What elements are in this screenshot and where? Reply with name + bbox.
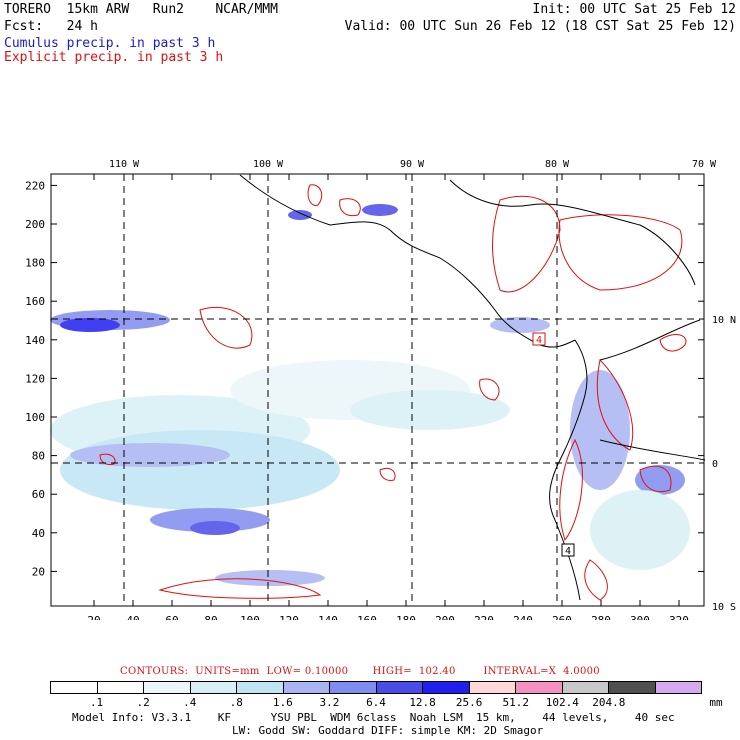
y-tick-label: 120 <box>25 372 45 385</box>
colorbar-label: 1.6 <box>272 696 293 709</box>
colorbar-bin <box>144 682 191 693</box>
model-info: Model Info: V3.3.1 KF YSU PBL WDM 6class… <box>72 711 675 724</box>
lat-label: 0 <box>712 459 718 470</box>
colorbar-label: 25.6 <box>455 696 483 709</box>
colorbar-bin <box>655 682 701 693</box>
y-tick-label: 80 <box>32 450 45 463</box>
precip-shading <box>50 204 690 586</box>
x-tick-label: 320 <box>669 614 689 620</box>
x-tick-label: 100 <box>240 614 260 620</box>
contours-info: CONTOURS: UNITS=mm LOW= 0.10000 HIGH= 10… <box>120 666 600 677</box>
x-tick-label: 140 <box>318 614 338 620</box>
contour-label: 4 <box>565 546 571 557</box>
y-tick-label: 140 <box>25 334 45 347</box>
y-tick-label: 200 <box>25 218 45 231</box>
map-frame <box>50 173 705 607</box>
colorbar-label: 3.2 <box>319 696 340 709</box>
lat-label: 10 S <box>712 602 736 613</box>
colorbar-bin <box>423 682 470 693</box>
model-title: TORERO 15km ARW Run2 NCAR/MMM <box>4 2 278 17</box>
colorbar-bin <box>51 682 98 693</box>
cumulus-legend: Cumulus precip. in past 3 h <box>4 36 216 51</box>
y-tick-label: 40 <box>32 527 45 540</box>
colorbar-bin <box>376 682 423 693</box>
lon-label: 90 W <box>400 159 425 170</box>
colorbar-label: .1 <box>89 696 104 709</box>
lon-label: 70 W <box>692 159 717 170</box>
lon-label: 80 W <box>545 159 570 170</box>
colorbar-bin <box>237 682 284 693</box>
explicit-legend: Explicit precip. in past 3 h <box>4 50 224 65</box>
colorbar-label: 6.4 <box>366 696 386 709</box>
x-tick-label: 260 <box>552 614 572 620</box>
x-tick-label: 180 <box>396 614 416 620</box>
x-tick-label: 220 <box>474 614 494 620</box>
colorbar-label: .8 <box>229 696 243 709</box>
forecast-hour: Fcst: 24 h <box>4 19 98 34</box>
lon-label: 100 W <box>253 159 284 170</box>
explicit-precip-contours <box>99 184 687 601</box>
colorbar-bin <box>469 682 516 693</box>
valid-time: Valid: 00 UTC Sun 26 Feb 12 (18 CST Sat … <box>344 19 736 34</box>
x-tick-label: 160 <box>357 614 377 620</box>
y-tick-label: 20 <box>32 565 45 578</box>
colorbar-label: 102.4 <box>545 696 579 709</box>
colorbar-bin <box>516 682 563 693</box>
y-tick-label: 160 <box>25 295 45 308</box>
colorbar-label: 204.8 <box>592 696 626 709</box>
colorbar-bin <box>562 682 609 693</box>
precip-map: 4 4 204060801001201401601802002202402602… <box>25 159 736 620</box>
y-tick-label: 60 <box>32 488 45 501</box>
model-physics: LW: Godd SW: Goddard DIFF: simple KM: 2D… <box>232 724 544 737</box>
colorbar <box>50 681 702 694</box>
x-tick-label: 120 <box>279 614 299 620</box>
y-tick-label: 100 <box>25 411 45 424</box>
x-tick-label: 60 <box>165 614 178 620</box>
x-tick-label: 40 <box>126 614 139 620</box>
colorbar-label: 12.8 <box>409 696 436 709</box>
graticule <box>51 174 704 606</box>
colorbar-bin <box>190 682 237 693</box>
x-tick-label: 280 <box>591 614 611 620</box>
colorbar-label: .4 <box>183 696 197 709</box>
y-tick-label: 180 <box>25 257 45 270</box>
init-time: Init: 00 UTC Sat 25 Feb 12 <box>532 2 737 17</box>
contour-label: 4 <box>536 335 542 346</box>
y-tick-label: 220 <box>25 179 45 192</box>
colorbar-units: mm <box>709 696 723 709</box>
colorbar-bin <box>283 682 330 693</box>
x-tick-label: 200 <box>435 614 455 620</box>
colorbar-bin <box>330 682 377 693</box>
contour-label-box <box>532 332 546 346</box>
contour-label-box <box>561 543 575 557</box>
colorbar-label: .2 <box>136 696 150 709</box>
x-tick-label: 20 <box>87 614 100 620</box>
lat-label: 10 N <box>712 315 736 326</box>
x-tick-label: 80 <box>204 614 217 620</box>
colorbar-label: 51.2 <box>502 696 529 709</box>
colorbar-bin <box>97 682 144 693</box>
colorbar-bin <box>609 682 656 693</box>
x-tick-label: 300 <box>630 614 650 620</box>
lon-label: 110 W <box>109 159 140 170</box>
x-tick-label: 240 <box>513 614 533 620</box>
